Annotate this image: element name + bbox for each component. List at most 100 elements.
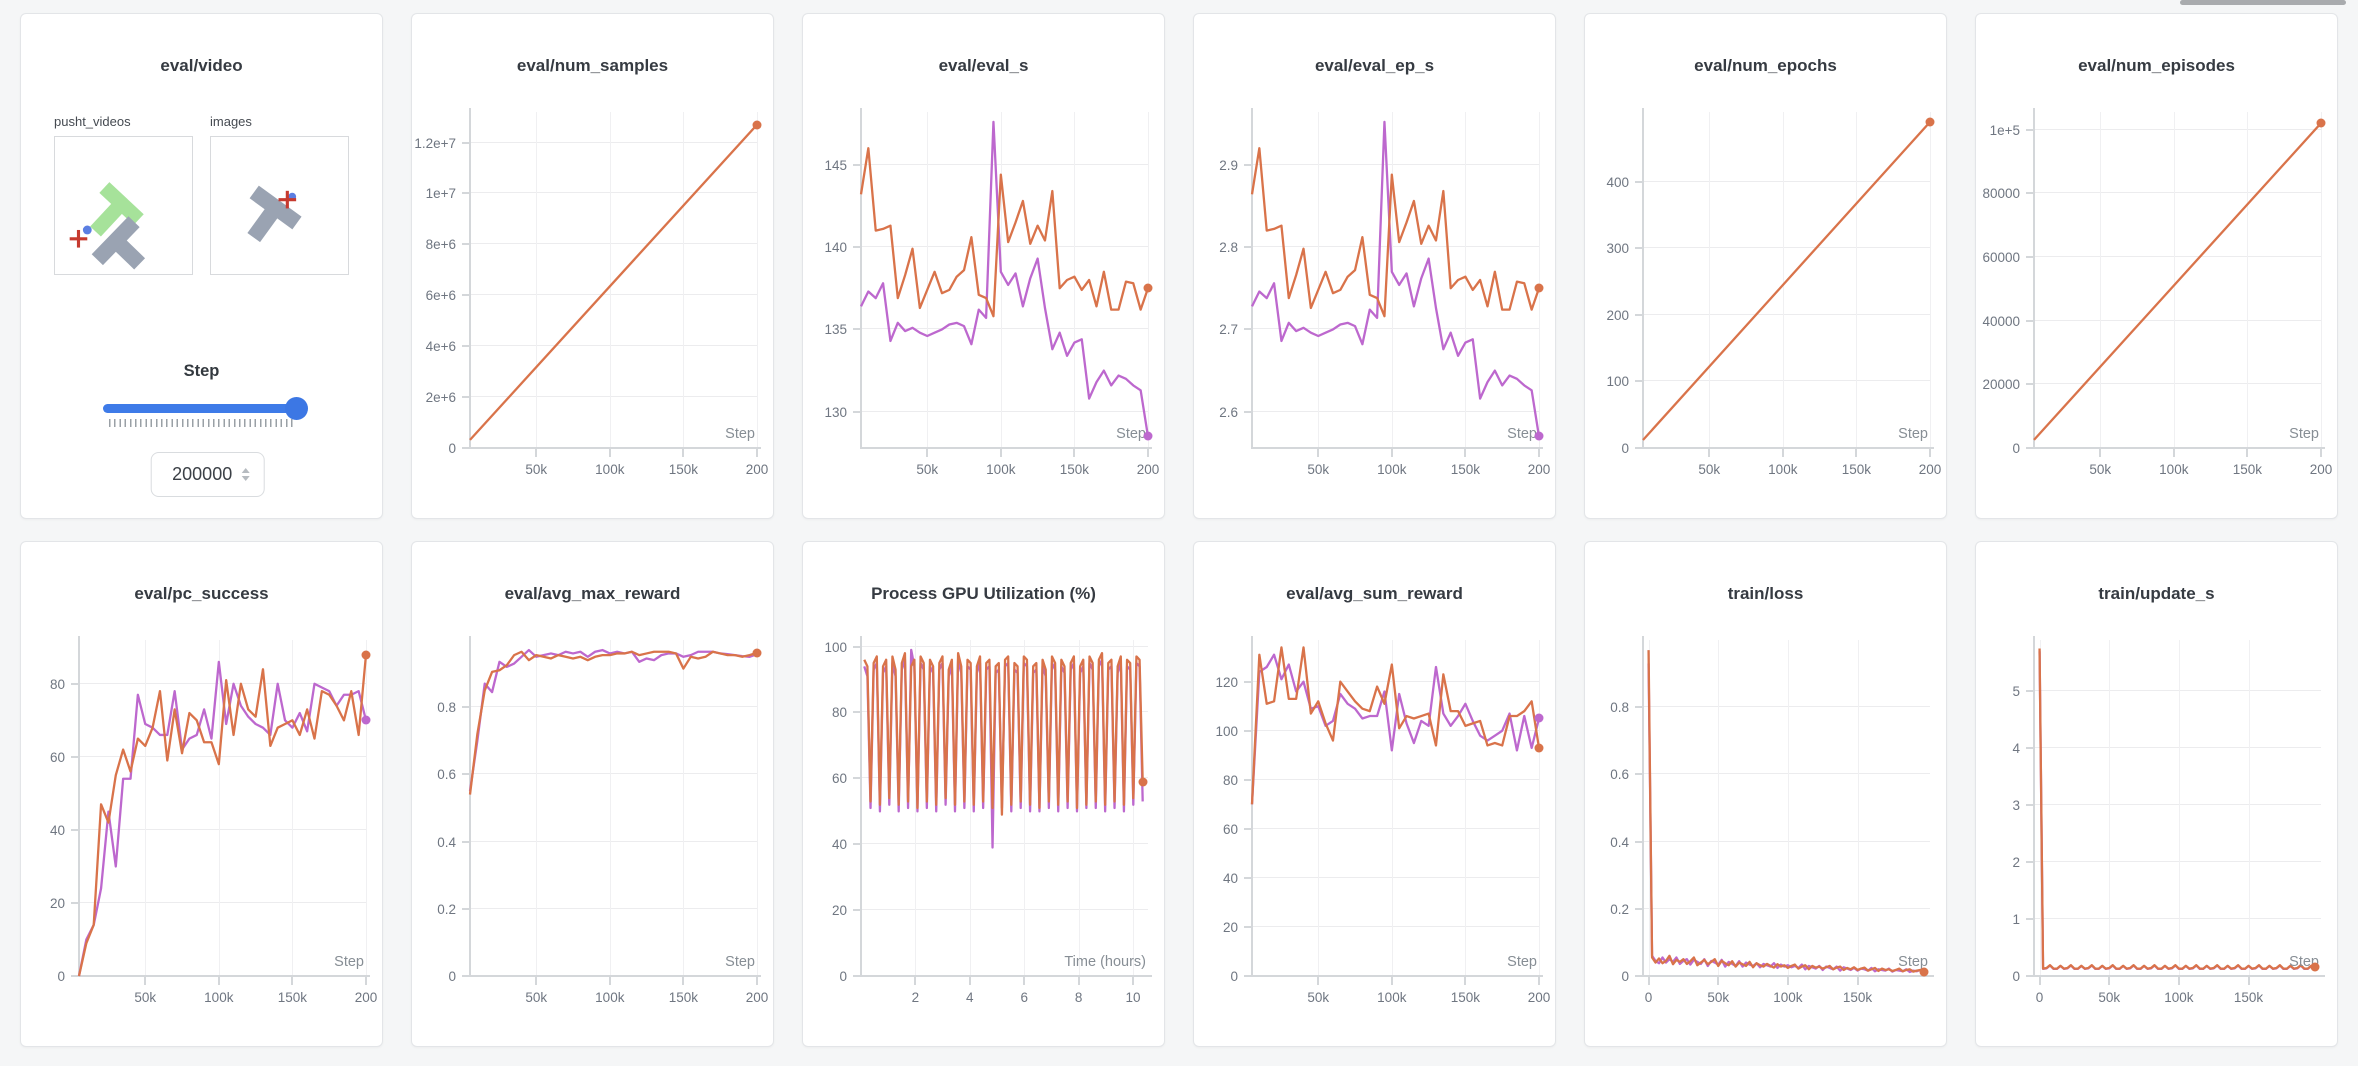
y-axis-line bbox=[469, 108, 471, 448]
y-tick-mark bbox=[1635, 180, 1642, 183]
y-tick-mark bbox=[2026, 690, 2033, 693]
chart-plot-area[interactable]: Step bbox=[1635, 636, 1934, 985]
purple-series-end-dot bbox=[1143, 431, 1153, 441]
chart-canvas bbox=[79, 640, 366, 976]
chart-plot-area[interactable]: Step bbox=[462, 636, 762, 985]
chart-canvas bbox=[1252, 640, 1539, 976]
x-tick-mark bbox=[1781, 449, 1784, 457]
x-tick-mark bbox=[1708, 449, 1711, 457]
horizontal-scrollbar-thumb[interactable] bbox=[2180, 0, 2346, 5]
gridline bbox=[1787, 640, 1789, 976]
gridline bbox=[1539, 112, 1540, 448]
step-input-box[interactable] bbox=[150, 452, 265, 497]
gray-t-block bbox=[91, 216, 146, 270]
gridline bbox=[470, 773, 757, 775]
stepper-down-icon[interactable] bbox=[241, 476, 250, 481]
chart-panel: eval/avg_max_reward 0 0.2 0.4 0.6 0.8 Step 5… bbox=[411, 541, 774, 1047]
slider-track[interactable] bbox=[103, 397, 308, 420]
gridline bbox=[1643, 247, 1930, 249]
gridline bbox=[2034, 319, 2321, 321]
chart-plot-area[interactable]: Time (hours) bbox=[853, 636, 1152, 985]
x-tick-mark bbox=[1717, 977, 1720, 985]
pusht-image-thumbnail[interactable] bbox=[210, 136, 349, 275]
x-axis-line bbox=[2033, 975, 2325, 977]
gridline bbox=[1718, 640, 1720, 976]
y-tick-label: 80000 bbox=[1982, 186, 2020, 202]
x-tick-mark bbox=[1538, 977, 1540, 985]
y-tick-label: 140 bbox=[824, 240, 847, 256]
step-input[interactable] bbox=[165, 464, 240, 485]
y-axis-line bbox=[1251, 108, 1253, 448]
chart-plot-area[interactable]: Step bbox=[1244, 636, 1544, 985]
chart-plot-area[interactable]: Step bbox=[853, 108, 1153, 457]
x-tick-label: 200 bbox=[745, 462, 769, 477]
chart-title: eval/avg_sum_reward bbox=[1286, 584, 1463, 603]
y-tick-label: 0.8 bbox=[437, 700, 456, 716]
gridline bbox=[79, 901, 366, 903]
chart-panel: eval/num_epochs 0 100 200 300 400 Step 50k 10… bbox=[1584, 13, 1947, 519]
gridline bbox=[470, 345, 757, 347]
orange-series-end-dot bbox=[1919, 967, 1929, 977]
y-axis-line bbox=[1251, 636, 1253, 976]
chart-plot-area[interactable]: Step bbox=[71, 636, 371, 985]
gridline bbox=[1648, 640, 1650, 976]
gridline bbox=[2173, 112, 2175, 448]
gridline bbox=[292, 640, 294, 976]
orange-run-series-line bbox=[470, 125, 757, 440]
x-tick-mark bbox=[1538, 449, 1540, 457]
y-axis-labels: 0 20 40 60 80 100 120 bbox=[1194, 640, 1246, 984]
x-axis-line bbox=[1251, 447, 1543, 449]
x-axis-tick-labels: 0 50k 100k 150k bbox=[2034, 990, 2321, 1012]
step-slider[interactable] bbox=[103, 397, 308, 434]
chart-canvas bbox=[470, 112, 757, 448]
orange-run-series-line bbox=[2034, 123, 2321, 440]
x-axis-tick-labels: 50k 100k 150k 200 bbox=[2034, 462, 2332, 484]
gridline bbox=[1465, 640, 1467, 976]
purple-series-end-dot bbox=[1534, 431, 1544, 441]
chart-plot-area[interactable]: Step bbox=[2026, 636, 2325, 985]
gridline bbox=[218, 640, 220, 976]
x-tick-mark bbox=[1077, 977, 1080, 985]
stepper[interactable] bbox=[241, 468, 250, 481]
x-tick-mark bbox=[1317, 977, 1320, 985]
slider-thumb[interactable] bbox=[285, 397, 308, 420]
x-tick-mark bbox=[1855, 449, 1858, 457]
y-tick-mark bbox=[1244, 827, 1251, 830]
y-tick-label: 3 bbox=[2012, 798, 2020, 814]
x-tick-mark bbox=[756, 977, 758, 985]
gridline bbox=[1074, 112, 1076, 448]
pusht-video-thumbnail[interactable] bbox=[54, 136, 193, 275]
y-tick-label: 40 bbox=[831, 837, 847, 853]
gray-t-block bbox=[247, 185, 302, 243]
x-tick-label: 150k bbox=[2232, 462, 2263, 477]
y-tick-mark bbox=[853, 843, 860, 846]
stepper-up-icon[interactable] bbox=[241, 468, 250, 473]
y-tick-label: 0 bbox=[448, 441, 456, 456]
purple-series-end-dot bbox=[361, 715, 371, 725]
gridline bbox=[2248, 640, 2250, 976]
y-axis-line bbox=[2033, 108, 2035, 448]
y-tick-mark bbox=[853, 975, 860, 977]
chart-plot-area[interactable]: Step bbox=[1635, 108, 1935, 457]
x-tick-label: 150k bbox=[668, 990, 699, 1005]
chart-plot-area[interactable]: Step bbox=[1244, 108, 1544, 457]
chart-plot-area[interactable]: Step bbox=[462, 108, 762, 457]
x-tick-label: 150k bbox=[1450, 990, 1481, 1005]
gridline bbox=[1252, 680, 1539, 682]
gridline bbox=[2034, 861, 2321, 863]
y-tick-mark bbox=[462, 345, 469, 348]
y-tick-label: 0.4 bbox=[1610, 834, 1629, 850]
x-tick-label: 2 bbox=[911, 990, 920, 1005]
gridline bbox=[1856, 112, 1858, 448]
y-tick-label: 40 bbox=[1222, 870, 1238, 886]
chart-panel: Process GPU Utilization (%) 0 20 40 60 80 100… bbox=[802, 541, 1165, 1047]
y-tick-label: 300 bbox=[1606, 241, 1629, 257]
gridline bbox=[915, 640, 917, 976]
x-tick-label: 50k bbox=[1707, 990, 1730, 1005]
y-axis-line bbox=[78, 636, 80, 976]
y-tick-label: 60 bbox=[831, 771, 847, 787]
chart-plot-area[interactable]: Step bbox=[2026, 108, 2326, 457]
y-tick-label: 40000 bbox=[1982, 313, 2020, 329]
x-axis-tick-labels: 50k 100k 150k 200 bbox=[1252, 990, 1550, 1012]
